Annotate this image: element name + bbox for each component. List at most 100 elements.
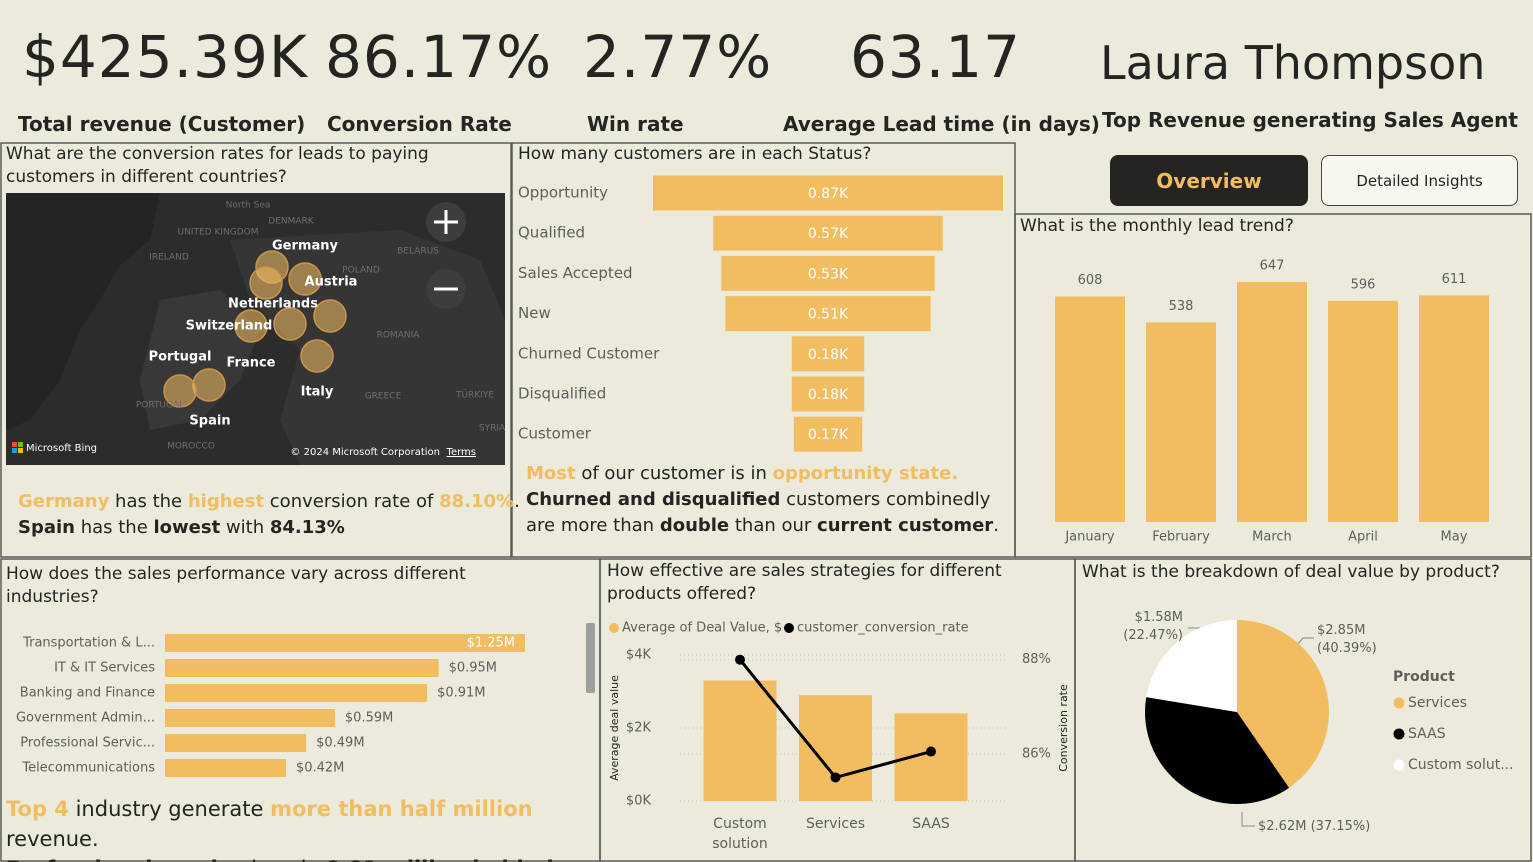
map-attribution[interactable]: Terms [446, 447, 476, 458]
bold: current customer [817, 515, 994, 536]
x-tick-label: Services [805, 816, 866, 832]
highlight: opportunity state. [772, 463, 959, 484]
category-label: Sales Accepted [518, 264, 633, 282]
bar [1419, 295, 1489, 522]
nav-button[interactable]: Detailed Insights [1321, 155, 1518, 206]
x-tick-label: March [1252, 530, 1292, 545]
logo-square [12, 442, 17, 447]
kpi-value: Laura Thompson [1100, 36, 1486, 90]
logo-square [18, 448, 23, 453]
bold: 84.13% [269, 517, 345, 538]
bold: lowest [153, 517, 221, 538]
legend-marker [1393, 728, 1405, 740]
country-label: Netherlands [228, 297, 318, 312]
text: than our [729, 515, 818, 536]
category-label: Transportation & L... [22, 636, 155, 651]
legend-title: Product [1393, 669, 1455, 685]
text: has the [109, 491, 188, 512]
value-label: 0.17K [808, 427, 849, 443]
value-label: 596 [1351, 277, 1376, 292]
highlight: 88.10% [439, 491, 515, 512]
category-label: Professional Servic... [20, 736, 155, 751]
legend-label: customer_conversion_rate [797, 621, 969, 636]
zoom-in[interactable] [426, 202, 466, 242]
bar [703, 680, 777, 801]
y-tick-label: $0K [626, 794, 652, 809]
funnel-bar [793, 416, 863, 452]
map-bubble [300, 339, 334, 373]
data-label: $2.62M (37.15%) [1258, 819, 1371, 834]
category-label: Churned Customer [518, 344, 660, 362]
highlight: Germany [18, 491, 110, 512]
category-label: IT & IT Services [54, 661, 155, 676]
map-base-label: POLAND [342, 266, 380, 276]
bar [165, 759, 286, 777]
bar [165, 734, 307, 752]
funnel-bar [725, 296, 931, 332]
bold: Spain [18, 517, 75, 538]
value-label: 0.57K [808, 226, 849, 242]
industry-insight: Top 4 industry generate more than half m… [6, 794, 596, 862]
map-bubble [288, 262, 322, 296]
map-base-label: TÜRKIYE [455, 390, 494, 401]
map-base-label: GREECE [365, 392, 402, 402]
data-label: $1.58M (22.47%) [1123, 610, 1183, 643]
category-label: Disqualified [518, 385, 606, 403]
panel-title: What is the breakdown of deal value by p… [1082, 562, 1500, 582]
logo-square [12, 448, 17, 453]
map-sea [6, 193, 160, 430]
y-tick-label: $2K [626, 721, 652, 736]
text: industry generate [68, 797, 271, 821]
scrollbar[interactable] [586, 623, 595, 693]
country-label: Switzerland [186, 319, 273, 334]
country-label: Austria [305, 275, 358, 290]
zoom-out[interactable] [426, 269, 466, 309]
map-base-label: SYRIA [479, 424, 506, 434]
category-label: Government Admin... [16, 711, 155, 726]
map-base-label: UNITED KINGDOM [178, 228, 259, 238]
funnel-bar [653, 175, 1003, 211]
kpi-value: 86.17% [325, 23, 553, 91]
value-label: 538 [1169, 299, 1194, 314]
value-label: 0.87K [808, 186, 849, 202]
y2-axis-title: Conversion rate [1057, 684, 1070, 772]
country-label: Spain [189, 414, 230, 429]
kpi-label: Average Lead time (in days) [783, 112, 1100, 136]
map-base-label: MOROCCO [167, 442, 215, 452]
legend-label: Services [1408, 695, 1467, 711]
category-label: Opportunity [518, 184, 608, 202]
category-label: Telecommunications [21, 761, 155, 776]
bar [165, 684, 428, 702]
legend-marker [1393, 759, 1405, 771]
map-base-label: PORTUGAL [136, 401, 184, 411]
x-tick-label: January [1064, 530, 1115, 545]
map-bubble [313, 299, 347, 333]
category-label: Qualified [518, 224, 585, 242]
y2-tick-label: 86% [1022, 746, 1051, 761]
y-axis-title: Average deal value [608, 675, 621, 781]
funnel-insight: Most of our customer is in opportunity s… [526, 461, 1006, 539]
x-tick-label: May [1441, 530, 1468, 545]
map-bubble [192, 368, 226, 402]
category-label: New [518, 304, 551, 322]
legend-label: SAAS [1408, 726, 1446, 742]
highlight: highest [187, 491, 265, 512]
bar [165, 659, 439, 677]
text: revenue. [6, 827, 99, 851]
x-tick-label: February [1152, 530, 1210, 545]
panel-title: How does the sales performance vary acro… [6, 564, 466, 607]
country-label: France [226, 356, 275, 371]
bold: 0.01 million behind. [326, 857, 562, 862]
value-label: 608 [1078, 273, 1103, 288]
value-label: $0.95M [449, 661, 497, 676]
value-label: 0.18K [808, 347, 849, 363]
text: conversion rate of [264, 491, 440, 512]
bold: Churned and disqualified [526, 489, 781, 510]
pie-slice [1237, 620, 1329, 788]
nav-button[interactable]: Overview [1110, 155, 1308, 206]
bold: double [659, 515, 730, 536]
panel [1074, 558, 1532, 862]
category-label: Banking and Finance [20, 686, 155, 701]
map-base-label: ROMANIA [377, 331, 421, 341]
